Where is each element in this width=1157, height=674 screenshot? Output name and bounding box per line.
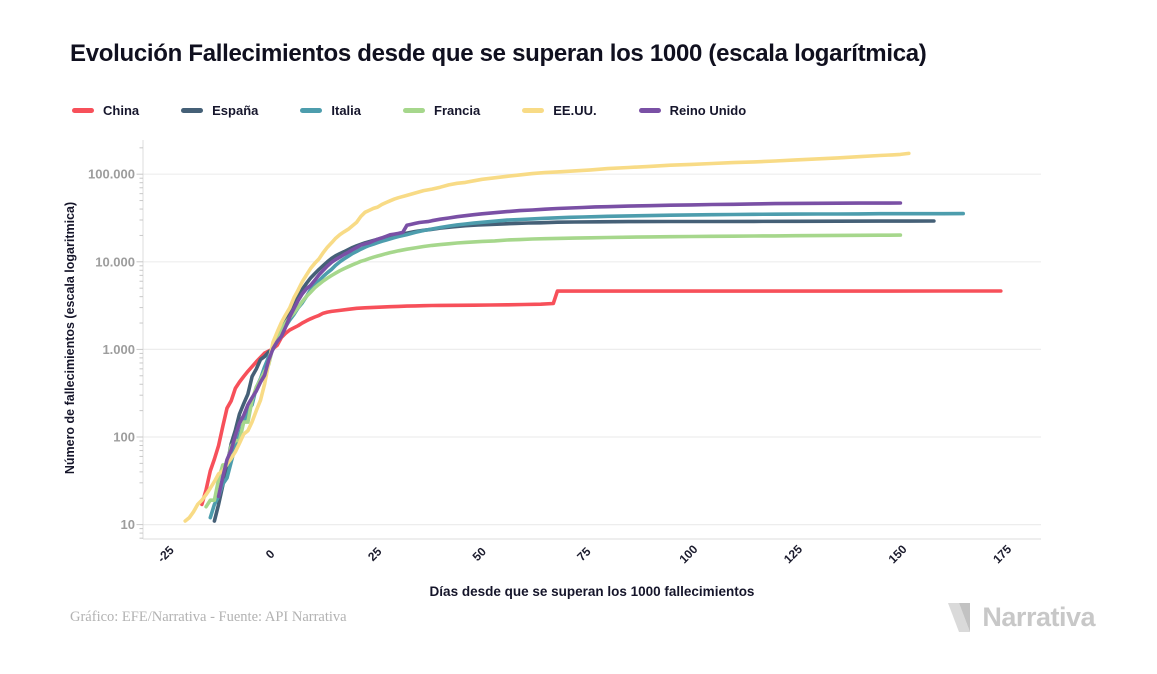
x-tick-label: 25 — [365, 544, 385, 564]
legend-swatch-icon — [300, 108, 323, 113]
legend-swatch-icon — [522, 108, 545, 113]
narrativa-logo-text: Narrativa — [982, 601, 1095, 632]
legend-item-ee-uu-: EE.UU. — [522, 103, 597, 118]
series-line-reino-unido — [216, 201, 903, 499]
y-tick-label: 100 — [113, 430, 135, 445]
legend-label: Francia — [434, 103, 481, 118]
y-tick-label: 1.000 — [102, 342, 135, 357]
x-tick-label: 75 — [574, 544, 594, 564]
legend-label: China — [103, 103, 140, 118]
x-tick-label: 0 — [263, 547, 278, 562]
legend-swatch-icon — [181, 108, 204, 113]
legend-label: Reino Unido — [669, 103, 747, 118]
series-line-espa-a — [212, 219, 936, 523]
x-axis-title: Días desde que se superan los 1000 falle… — [429, 584, 755, 599]
legend-item-italia: Italia — [300, 103, 361, 118]
legend-item-francia: Francia — [403, 103, 480, 118]
y-tick-label: 100.000 — [88, 167, 135, 182]
x-tick-label: -25 — [155, 543, 177, 565]
chart-title: Evolución Fallecimientos desde que se su… — [70, 40, 927, 67]
series-line-italia — [208, 211, 965, 520]
legend-item-reino-unido: Reino Unido — [638, 103, 747, 118]
legend-item-espa-a: España — [181, 103, 258, 118]
legend-swatch-icon — [72, 108, 94, 113]
legend-label: Italia — [331, 103, 361, 118]
x-tick-label: 125 — [781, 542, 805, 566]
legend-swatch-icon — [403, 108, 425, 113]
narrativa-logo-icon — [948, 603, 971, 632]
x-tick-label: 150 — [886, 542, 910, 566]
series-line-ee-uu- — [183, 151, 911, 523]
chart-legend: China España Italia Francia EE.UU. Reino Unid… — [72, 103, 746, 118]
legend-label: España — [212, 103, 259, 118]
narrativa-brand: Narrativa — [945, 599, 1095, 635]
x-tick-label: 175 — [990, 542, 1014, 566]
source-credit: Gráfico: EFE/Narrativa - Fuente: API Nar… — [70, 609, 347, 625]
y-tick-label: 10 — [121, 517, 135, 532]
legend-label: EE.UU. — [553, 103, 597, 118]
legend-item-china: China — [72, 103, 139, 118]
legend-swatch-icon — [638, 108, 661, 113]
series-line-china — [200, 289, 1003, 507]
x-tick-label: 50 — [470, 544, 490, 564]
x-tick-label: 100 — [676, 542, 700, 566]
y-tick-label: 10.000 — [95, 254, 135, 269]
y-axis-title: Número de fallecimientos (escala logarit… — [63, 201, 77, 475]
